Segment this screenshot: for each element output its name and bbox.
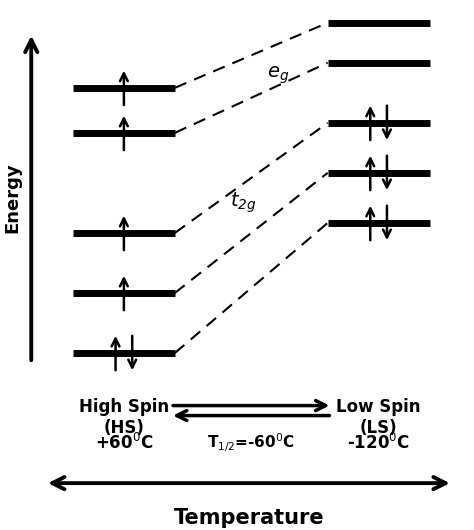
Text: +60$^{0}$C: +60$^{0}$C <box>95 433 153 453</box>
Text: Energy: Energy <box>4 163 22 233</box>
Text: T$_{1/2}$=-60$^{0}$C: T$_{1/2}$=-60$^{0}$C <box>207 432 295 454</box>
Text: t$_\mathregular{2g}$: t$_\mathregular{2g}$ <box>230 191 257 215</box>
Text: e$_\mathregular{g}$: e$_\mathregular{g}$ <box>267 65 290 86</box>
Text: High Spin
(HS): High Spin (HS) <box>79 398 169 437</box>
Text: -120$^{0}$C: -120$^{0}$C <box>347 433 410 453</box>
Text: Temperature: Temperature <box>173 508 324 528</box>
Text: Low Spin
(LS): Low Spin (LS) <box>337 398 421 437</box>
